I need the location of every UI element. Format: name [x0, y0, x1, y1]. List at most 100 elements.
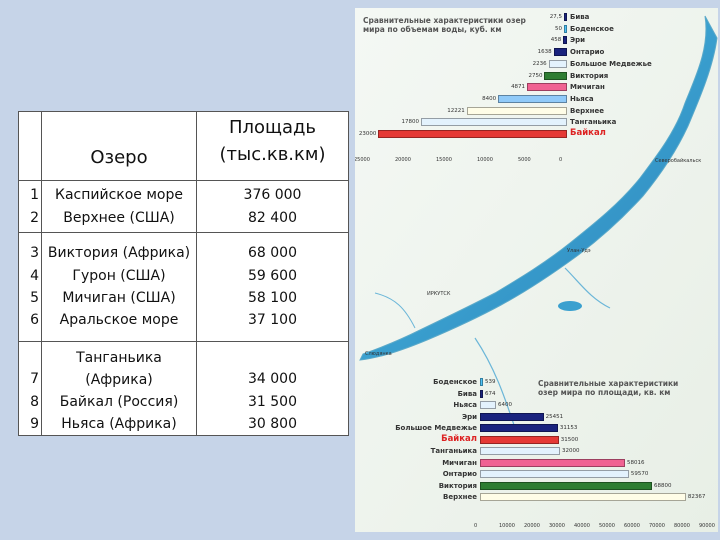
- lake-area: 37 100: [248, 312, 297, 329]
- area-lake-label: Ньяса: [453, 401, 477, 409]
- lake-name: Танганьика (Африка): [76, 350, 162, 388]
- header-area-line1: Площадь: [228, 117, 317, 138]
- volume-lake-label: Большое Медвежье: [570, 59, 652, 68]
- area-lake-label: Боденское: [433, 378, 477, 386]
- area-value-label: 59570: [630, 471, 649, 477]
- lake-area: 34 000: [248, 371, 297, 387]
- area-bar: [480, 378, 483, 386]
- volume-value-label: 4871: [511, 84, 526, 91]
- area-lake-label: Бива: [457, 389, 477, 398]
- volume-bar: [548, 59, 567, 68]
- lake-name: Мичиган (США): [62, 290, 176, 306]
- row-num: 5: [30, 290, 39, 306]
- lake-name: Верхнее (США): [63, 209, 175, 226]
- area-value-label: 6400: [498, 402, 512, 408]
- area-bar: [480, 389, 483, 398]
- volume-tick-label: 25000: [355, 157, 370, 163]
- num-cell: 7 8 9: [18, 341, 42, 436]
- volume-value-label: 23000: [358, 131, 377, 137]
- area-tick-label: 80000: [674, 523, 690, 529]
- area-lake-label: Танганьика: [430, 447, 477, 455]
- lake-area: 82 400: [248, 209, 297, 226]
- lake-name: Байкал (Россия): [59, 394, 179, 410]
- area-tick-label: 0: [474, 523, 478, 529]
- area-lake-label: Виктория: [438, 481, 477, 490]
- header-num-cell: [18, 111, 42, 181]
- volume-bar: [378, 130, 567, 138]
- area-value-label: 58016: [627, 459, 645, 466]
- volume-bar: [421, 118, 567, 127]
- area-tick-label: 10000: [499, 523, 515, 529]
- area-tick-label: 90000: [699, 523, 715, 529]
- lake-area: 68 000: [248, 245, 297, 262]
- river-line: [564, 267, 611, 309]
- area-value-label: 31500: [560, 436, 579, 443]
- volume-tick-label: 0: [559, 157, 563, 163]
- volume-value-label: 458: [550, 37, 562, 44]
- area-chart-title: Сравнительные характеристики озер мира п…: [538, 379, 679, 397]
- selenga-delta: [558, 301, 582, 311]
- area-bar: [480, 458, 626, 467]
- city-label: ИРКУТСК: [427, 291, 451, 297]
- volume-tick-label: 10000: [477, 157, 493, 163]
- volume-value-label: 1638: [537, 49, 552, 56]
- volume-tick-label: 20000: [395, 157, 411, 163]
- lake-area: 59 600: [248, 267, 297, 284]
- volume-lake-label: Танганьика: [570, 118, 617, 127]
- area-cell: 376 000 82 400: [196, 180, 349, 233]
- name-cell: Виктория (Африка) Гурон (США) Мичиган (С…: [41, 232, 197, 342]
- volume-value-label: 27,5: [549, 14, 562, 20]
- volume-value-label: 50: [555, 25, 562, 32]
- volume-lake-label: Бива: [570, 13, 590, 21]
- area-value-label: 68800: [654, 482, 672, 489]
- area-tick-label: 50000: [599, 523, 615, 529]
- baikal-map-panel: ИРКУТСК Слюдянка Улан-Удэ Северобайкальс…: [355, 8, 718, 532]
- lake-name: Ньяса (Африка): [61, 416, 177, 432]
- volume-value-label: 2236: [532, 60, 547, 67]
- area-bar: [480, 470, 629, 478]
- area-bar: [480, 424, 558, 432]
- lake-area: 58 100: [248, 290, 297, 306]
- volume-bar: [564, 24, 567, 33]
- lake-area: 376 000: [243, 187, 302, 204]
- area-bar: [480, 447, 560, 455]
- table-header-row: Озеро Площадь (тыс.кв.км): [18, 111, 349, 181]
- area-tick-label: 30000: [549, 523, 565, 529]
- area-lake-label: Мичиган: [442, 458, 477, 467]
- volume-lake-label: Виктория: [570, 71, 609, 80]
- volume-lake-label: Эри: [570, 36, 586, 45]
- area-bar: [480, 401, 496, 409]
- area-lake-label: Большое Медвежье: [395, 424, 477, 432]
- row-num: 8: [30, 394, 39, 410]
- row-num: 3: [30, 245, 39, 262]
- area-value-label: 31153: [559, 425, 578, 431]
- volume-chart: Сравнительные характеристики озер мира п…: [355, 8, 718, 173]
- row-num: 6: [30, 312, 39, 329]
- city-label: Улан-Удэ: [567, 248, 591, 254]
- volume-lake-label: Мичиган: [570, 83, 605, 92]
- table-row: 3 4 5 6 Виктория (Африка) Гурон (США) Ми…: [18, 232, 349, 342]
- volume-bar: [564, 13, 567, 21]
- volume-tick-label: 5000: [518, 157, 531, 163]
- area-value-label: 674: [485, 390, 496, 397]
- volume-tick-label: 15000: [436, 157, 452, 163]
- row-num: 4: [30, 267, 39, 284]
- area-bar: [480, 412, 544, 421]
- volume-chart-title: Сравнительные характеристики озер мира п…: [363, 16, 526, 34]
- name-cell: Танганьика (Африка) Байкал (Россия) Ньяс…: [41, 341, 197, 436]
- river-line: [374, 292, 416, 329]
- area-tick-label: 60000: [624, 523, 640, 529]
- volume-value-label: 12221: [447, 107, 465, 114]
- area-bar: [480, 435, 559, 444]
- lake-baikal-shape: [359, 15, 718, 361]
- row-num: 1: [30, 187, 39, 204]
- area-tick-label: 40000: [574, 523, 590, 529]
- lake-area: 30 800: [248, 416, 297, 432]
- area-value-label: 539: [485, 379, 496, 385]
- volume-bar: [544, 71, 567, 80]
- row-num: 7: [30, 371, 39, 387]
- row-num: 2: [30, 209, 39, 226]
- volume-bar: [553, 48, 567, 57]
- lake-area: 31 500: [248, 394, 297, 410]
- volume-bar: [563, 36, 567, 45]
